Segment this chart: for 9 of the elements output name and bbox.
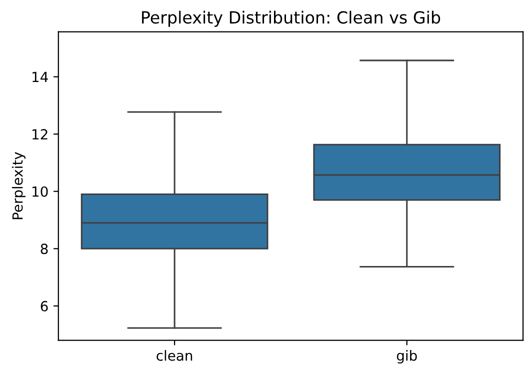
x-tick-label: gib bbox=[396, 350, 417, 364]
y-axis-title: Perplexity bbox=[12, 152, 26, 220]
chart-title: Perplexity Distribution: Clean vs Gib bbox=[142, 10, 440, 27]
y-tick-label: 14 bbox=[32, 72, 48, 82]
y-tick-label: 10 bbox=[32, 186, 48, 197]
y-tick-label: 12 bbox=[32, 129, 48, 140]
y-tick-label: 8 bbox=[40, 244, 48, 254]
y-tick-label: 6 bbox=[40, 300, 48, 312]
x-tick-label: clean bbox=[156, 350, 192, 361]
